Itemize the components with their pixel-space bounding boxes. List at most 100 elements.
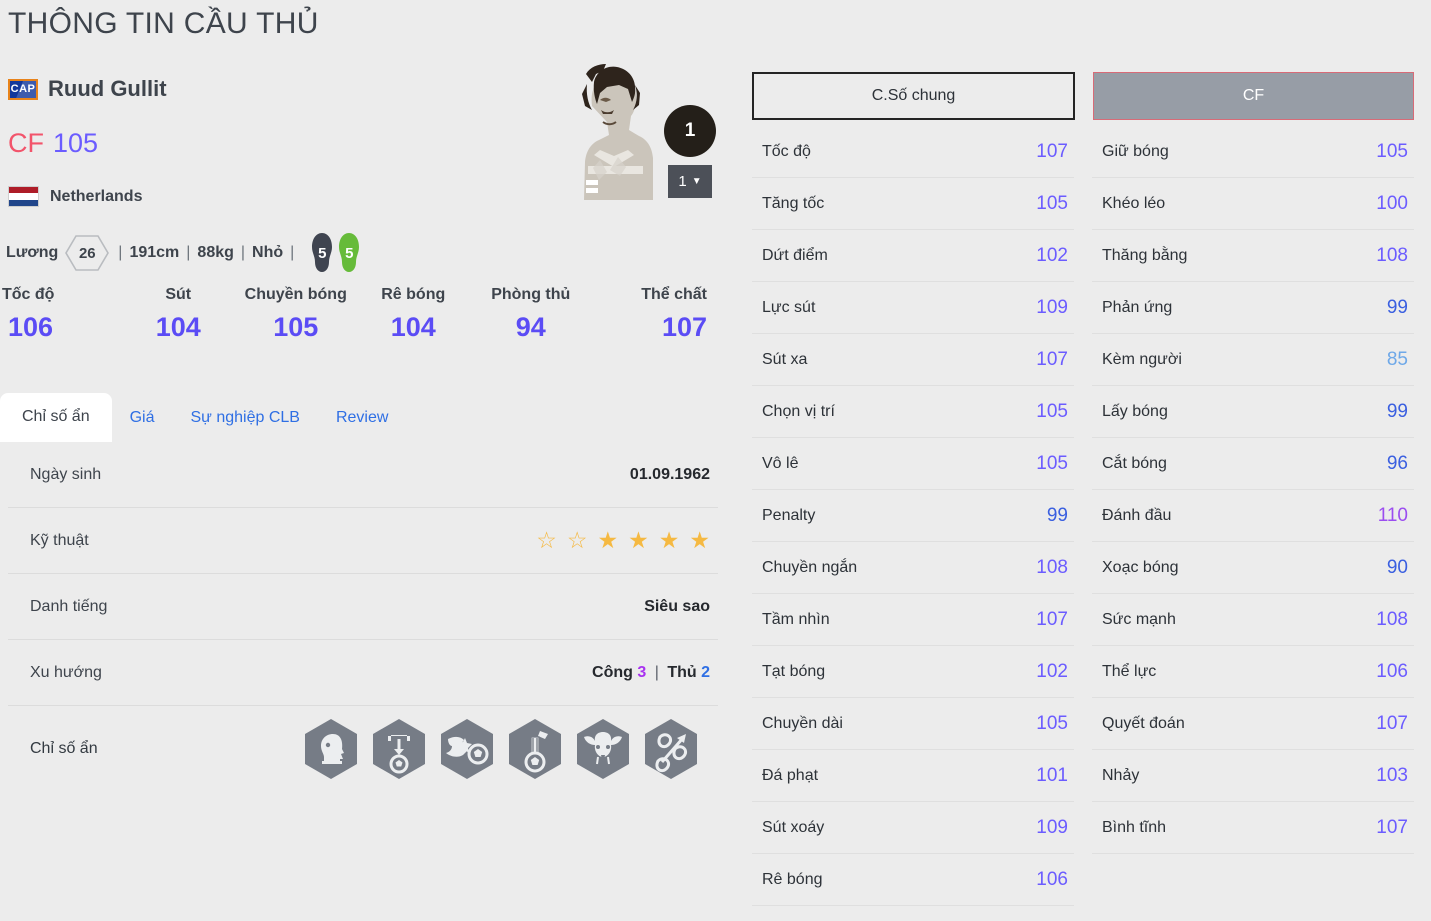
stat-value: 107	[1036, 140, 1068, 162]
right-panel: C.Số chung CF Tốc độ 107 Tăng tốc 105 Dứt đi…	[740, 0, 1431, 921]
stat-value: 109	[1036, 816, 1068, 838]
stat-label: Sút xoáy	[762, 818, 825, 836]
stat-label: Thăng bằng	[1102, 246, 1188, 264]
stat-label: Dứt điểm	[762, 246, 828, 264]
general-stat-row: Đá phạt 101	[752, 750, 1074, 802]
general-stat-row: Penalty 99	[752, 490, 1074, 542]
tab-review[interactable]: Review	[335, 409, 389, 426]
stat-value: 108	[1036, 556, 1068, 578]
stat-label: Bình tĩnh	[1102, 818, 1167, 836]
photo-version-value: 1	[678, 173, 687, 190]
tab-club-career[interactable]: Sự nghiệp CLB	[190, 409, 300, 426]
general-stat-row: Chuyền dài 105	[752, 698, 1074, 750]
stat-value: 107	[1036, 348, 1068, 370]
stat-value: 106	[1376, 660, 1408, 682]
position-stat-row: Giữ bóng 105	[1092, 126, 1414, 178]
stat-value: 107	[1036, 608, 1068, 630]
stat-value: 109	[1036, 296, 1068, 318]
main-stat-value: 104	[390, 312, 436, 342]
cap-badge-icon: CAP	[8, 78, 38, 100]
meta-sep-1: |	[118, 244, 123, 261]
composure-head-icon[interactable]	[302, 717, 360, 781]
stat-value: 99	[1386, 400, 1408, 422]
main-stat-pace: Tốc độ 106	[0, 286, 120, 343]
position-stat-row: Bình tĩnh 107	[1092, 802, 1414, 854]
long-shot-icon[interactable]	[370, 717, 428, 781]
tab-hidden-stats[interactable]: Chỉ số ẩn	[0, 393, 112, 442]
weak-foot-icon: 5	[309, 232, 335, 274]
trend-defense-value: 2	[701, 663, 710, 681]
tab-bar: Chỉ số ẩn Giá Sự nghiệp CLB Review	[0, 390, 718, 442]
player-name: Ruud Gullit	[48, 76, 167, 101]
main-stat-value: 104	[155, 312, 201, 342]
power-shot-icon[interactable]	[438, 717, 496, 781]
main-stat-defending: Phòng thủ 94	[472, 286, 590, 343]
info-value: Siêu sao	[644, 597, 710, 615]
stat-value: 105	[1036, 452, 1068, 474]
trend-attack-label: Công	[592, 663, 633, 681]
stat-value: 96	[1386, 452, 1408, 474]
info-row-reputation: Danh tiếng Siêu sao	[8, 574, 718, 640]
stat-label: Chọn vị trí	[762, 402, 835, 420]
main-stat-value: 94	[515, 312, 546, 342]
position-stat-row: Cắt bóng 96	[1092, 438, 1414, 490]
info-row-traits: Chỉ số ẩn	[8, 706, 718, 792]
player-meta-row: Lương 26 | 191cm | 88kg | Nhỏ | 5	[6, 232, 362, 274]
stat-value: 107	[1376, 712, 1408, 734]
info-table: Ngày sinh 01.09.1962 Kỹ thuật ☆ ☆ ★ ★ ★ …	[8, 442, 718, 792]
stat-label: Sút xa	[762, 350, 808, 368]
general-stats-column: Tốc độ 107 Tăng tốc 105 Dứt điểm 102 Lực sút 10…	[752, 126, 1074, 906]
photo-rarity-badge: 1	[664, 105, 716, 157]
stat-label: Penalty	[762, 506, 816, 524]
finesse-shot-icon[interactable]	[506, 717, 564, 781]
player-name-row: CAP Ruud Gullit	[8, 76, 167, 102]
stat-label: Đá phạt	[762, 766, 819, 784]
tab-price[interactable]: Giá	[129, 409, 155, 426]
stat-value: 102	[1036, 244, 1068, 266]
photo-rarity-value: 1	[684, 120, 696, 141]
wage-label: Lương	[6, 244, 59, 261]
info-key: Danh tiếng	[30, 597, 108, 615]
stat-value: 90	[1386, 556, 1408, 578]
wage-value: 26	[78, 244, 96, 262]
stat-label: Sức mạnh	[1102, 610, 1176, 628]
player-position: CF	[8, 128, 44, 158]
stat-value: 106	[1036, 868, 1068, 890]
stat-value: 105	[1376, 140, 1408, 162]
main-stats-row: Tốc độ 106 Sút 104 Chuyền bóng 105 Rê bó…	[0, 286, 715, 343]
tab-general-stats[interactable]: C.Số chung	[752, 72, 1075, 120]
skill-moves-icon: 5	[336, 232, 362, 274]
stat-label: Rê bóng	[762, 870, 823, 888]
main-stat-label: Phòng thủ	[491, 286, 571, 303]
stat-label: Lực sút	[762, 298, 816, 316]
position-stats-column: Giữ bóng 105 Khéo léo 100 Thăng bằng 108 Phản …	[1092, 126, 1414, 906]
star-outline-icon: ☆	[566, 527, 588, 553]
stat-value: 101	[1036, 764, 1068, 786]
star-filled-icon: ★	[628, 527, 649, 553]
right-panel-headers: C.Số chung CF	[752, 72, 1414, 120]
bull-strength-icon[interactable]	[574, 717, 632, 781]
info-key: Kỹ thuật	[30, 531, 89, 549]
general-stat-row: Tốc độ 107	[752, 126, 1074, 178]
agility-dribble-icon[interactable]	[642, 717, 700, 781]
info-row-birthdate: Ngày sinh 01.09.1962	[8, 442, 718, 508]
stat-value: 110	[1377, 504, 1408, 526]
photo-version-dropdown[interactable]: 1 ▼	[668, 165, 712, 198]
general-stat-row: Tăng tốc 105	[752, 178, 1074, 230]
main-stat-value: 105	[273, 312, 319, 342]
stat-value: 105	[1036, 712, 1068, 734]
tab-position-stats[interactable]: CF	[1093, 72, 1414, 120]
stat-value: 85	[1386, 348, 1408, 370]
position-stat-row: Nhảy 103	[1092, 750, 1414, 802]
foot-ratings: 5 5	[309, 232, 362, 274]
main-stat-label: Chuyền bóng	[244, 286, 347, 303]
stat-label: Nhảy	[1102, 766, 1140, 784]
main-stat-physical: Thể chất 107	[590, 286, 716, 343]
main-stat-value: 106	[8, 312, 54, 342]
trend-attack-value: 3	[637, 663, 647, 681]
position-stat-row: Sức mạnh 108	[1092, 594, 1414, 646]
chevron-down-icon: ▼	[691, 176, 702, 187]
trend-separator: |	[654, 663, 659, 681]
position-stat-row: Thăng bằng 108	[1092, 230, 1414, 282]
stat-label: Vô lê	[762, 454, 799, 472]
